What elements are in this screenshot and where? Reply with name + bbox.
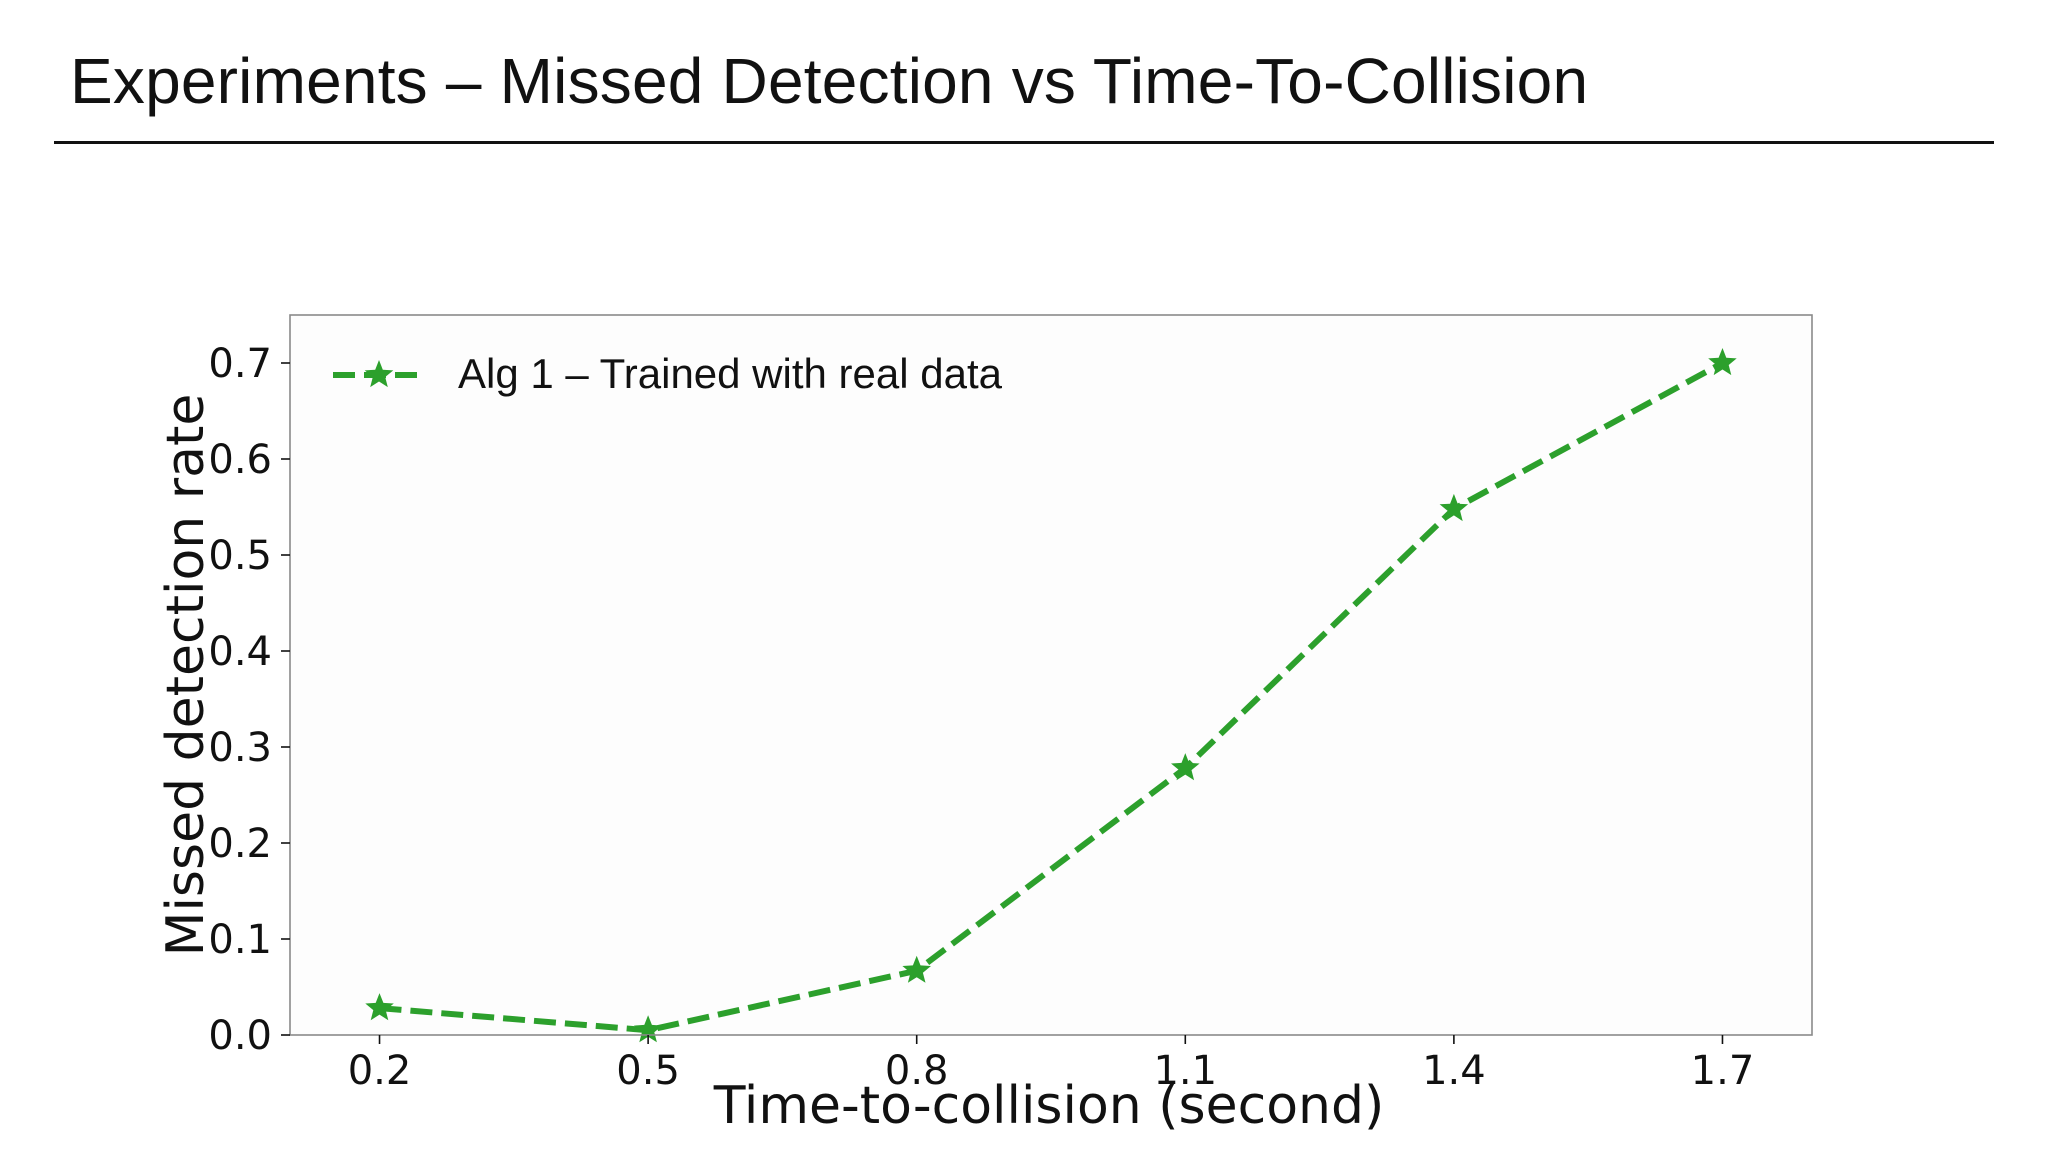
y-tick-label: 0.4 — [208, 629, 272, 675]
x-tick-label: 0.8 — [885, 1048, 949, 1094]
x-tick-label: 1.4 — [1422, 1048, 1486, 1094]
series-line — [379, 360, 1724, 1034]
data-point-star — [1439, 493, 1469, 522]
x-tick-label: 0.2 — [348, 1048, 412, 1094]
y-tick-label: 0.6 — [208, 437, 272, 483]
y-tick-label: 0.7 — [208, 341, 272, 387]
data-point-star — [633, 1015, 663, 1043]
slide-title: Experiments – Missed Detection vs Time-T… — [70, 45, 1589, 117]
legend: Alg 1 – Trained with real data — [333, 350, 1003, 397]
data-point-star — [365, 993, 394, 1021]
x-axis-title: Time-to-collision (second) — [713, 1076, 1385, 1136]
legend-star-marker — [364, 360, 394, 388]
y-tick-label: 0.5 — [208, 533, 272, 579]
series-layer — [365, 348, 1737, 1043]
y-axis-title: Missed detection rate — [156, 394, 216, 957]
y-tick-label: 0.0 — [208, 1013, 272, 1059]
x-tick-label: 1.1 — [1153, 1048, 1217, 1094]
y-tick-label: 0.1 — [208, 917, 272, 963]
data-point-star — [902, 955, 931, 983]
x-axis: 0.2 0.5 0.8 1.1 1.4 1.7 — [348, 1035, 1755, 1094]
title-divider — [54, 141, 1994, 144]
y-tick-label: 0.2 — [208, 821, 272, 867]
y-tick-label: 0.3 — [208, 725, 272, 771]
x-tick-label: 1.7 — [1691, 1048, 1755, 1094]
plot-frame — [289, 314, 1813, 1036]
data-point-star — [1171, 753, 1200, 781]
plot-background — [290, 315, 1812, 1035]
y-axis: 0.0 0.1 0.2 0.3 0.4 0.5 0.6 0.7 — [208, 341, 290, 1059]
legend-label: Alg 1 – Trained with real data — [458, 350, 1003, 397]
x-tick-label: 0.5 — [616, 1048, 680, 1094]
data-point-star — [1708, 348, 1737, 376]
